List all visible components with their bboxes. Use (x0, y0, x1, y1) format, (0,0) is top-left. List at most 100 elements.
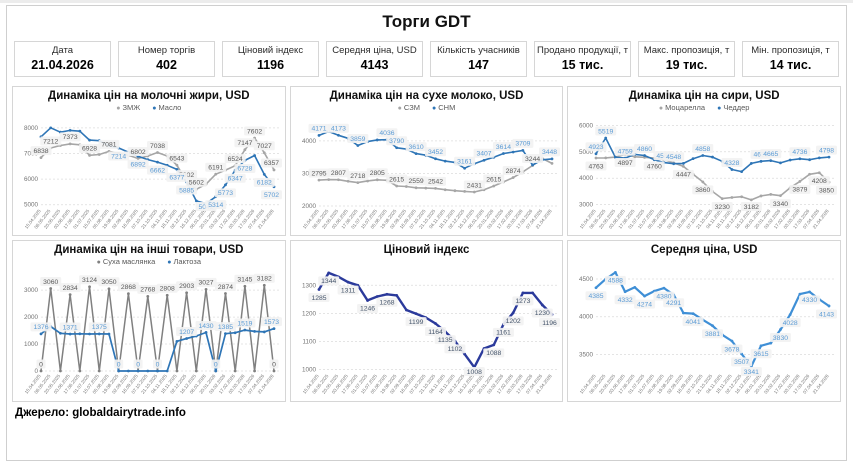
svg-text:5885: 5885 (179, 187, 194, 194)
svg-text:7212: 7212 (43, 138, 58, 145)
svg-text:6802: 6802 (131, 149, 146, 156)
svg-text:4036: 4036 (379, 130, 394, 137)
svg-text:3182: 3182 (744, 204, 759, 211)
legend-label: СЗМ (403, 103, 420, 112)
svg-text:1164: 1164 (428, 329, 443, 336)
chart-title: Динаміка цін на сухе молоко, USD (329, 90, 524, 102)
svg-text:3340: 3340 (773, 201, 788, 208)
svg-text:7027: 7027 (257, 143, 272, 150)
svg-text:4380: 4380 (657, 293, 672, 300)
svg-text:2807: 2807 (331, 170, 346, 177)
svg-text:3145: 3145 (237, 277, 252, 284)
chart-svg: 500060007000800015.04.202506.05.202520.0… (24, 125, 282, 230)
svg-text:4665: 4665 (764, 151, 779, 158)
svg-text:4798: 4798 (819, 147, 834, 154)
svg-text:3860: 3860 (696, 187, 711, 194)
kpi-card: Продано продукції, т 15 тис. (534, 41, 631, 77)
svg-text:3407: 3407 (476, 151, 491, 158)
svg-text:6543: 6543 (169, 155, 184, 162)
svg-text:2615: 2615 (486, 176, 501, 183)
svg-text:5314: 5314 (208, 202, 223, 209)
svg-text:6347: 6347 (228, 176, 243, 183)
kpi-value: 19 тис. (665, 58, 708, 72)
svg-text:2868: 2868 (121, 284, 136, 291)
svg-text:2615: 2615 (389, 176, 404, 183)
svg-text:2834: 2834 (63, 285, 78, 292)
svg-text:2903: 2903 (179, 283, 194, 290)
svg-text:4447: 4447 (676, 172, 691, 179)
kpi-card: Кількість учасників 147 (430, 41, 527, 77)
chart-plot-area: 0 1000 2000 3000 15.04.2025 06.05.2025 20.05.2… (15, 267, 283, 401)
svg-text:1344: 1344 (321, 278, 336, 285)
svg-text:0: 0 (156, 361, 160, 368)
legend-label: Суха маслянка (102, 257, 156, 266)
chart-svg: 010002000300015.04.202506.05.202520.05.2… (24, 273, 282, 395)
svg-text:3859: 3859 (350, 136, 365, 143)
svg-text:4143: 4143 (819, 311, 834, 318)
chart-title: Динаміка цін на молочні жири, USD (48, 90, 250, 102)
svg-text:3879: 3879 (793, 187, 808, 194)
svg-text:2000: 2000 (24, 314, 39, 321)
svg-text:2000: 2000 (302, 203, 317, 210)
svg-text:6182: 6182 (257, 180, 272, 187)
legend-dot-icon: ● (658, 105, 664, 112)
svg-text:1385: 1385 (218, 324, 233, 331)
svg-text:6191: 6191 (208, 164, 223, 171)
legend-dot-icon: ● (152, 105, 157, 112)
legend-item: ● ЗМЖ (116, 103, 140, 112)
chart-panel-price-index: Ціновий індекс 1000 1100 1200 1300 15.04.2025… (289, 240, 564, 402)
chart-title: Середня ціна, USD (650, 244, 758, 256)
legend-dot-icon: ● (397, 105, 402, 112)
svg-text:1102: 1102 (447, 346, 462, 353)
svg-text:4858: 4858 (696, 146, 711, 153)
svg-text:1573: 1573 (264, 319, 279, 326)
svg-text:4860: 4860 (637, 146, 652, 153)
chart-svg: 20003000400015.04.202506.05.202520.05.20… (301, 123, 560, 230)
legend-item: ● СЗМ (398, 103, 420, 112)
kpi-label: Кількість учасників (437, 45, 520, 56)
svg-text:4173: 4173 (331, 126, 346, 133)
svg-text:6524: 6524 (228, 156, 243, 163)
svg-text:1196: 1196 (542, 320, 557, 327)
svg-text:3507: 3507 (734, 359, 749, 366)
svg-text:4330: 4330 (802, 297, 817, 304)
legend-item: ● Лактоза (167, 257, 201, 266)
svg-text:7147: 7147 (237, 140, 252, 147)
svg-text:7081: 7081 (101, 142, 116, 149)
gdt-dashboard: Торги GDT Дата 21.04.2026 Номер торгів 402 Ц… (6, 5, 847, 461)
svg-text:7602: 7602 (247, 128, 262, 135)
legend-item: ● Масло (152, 103, 181, 112)
svg-text:3614: 3614 (496, 144, 511, 151)
kpi-value: 1196 (256, 58, 285, 72)
chart-legend: ● Суха маслянка ● Лактоза (15, 256, 283, 267)
svg-text:1135: 1135 (438, 337, 453, 344)
svg-text:3610: 3610 (408, 144, 423, 151)
chart-svg: 100011001200130015.04.202506.05.202520.0… (301, 271, 560, 395)
kpi-value: 147 (468, 58, 489, 72)
svg-text:0: 0 (136, 361, 140, 368)
svg-text:4736: 4736 (793, 149, 808, 156)
kpi-value: 14 тис. (769, 58, 812, 72)
svg-text:6928: 6928 (82, 146, 97, 153)
svg-text:2874: 2874 (218, 284, 233, 291)
chart-panel-other-goods: Динаміка цін на інші товари, USD ● Суха ма… (12, 240, 286, 402)
svg-text:1246: 1246 (360, 306, 375, 313)
chart-plot-area: 20003000400015.04.202506.05.202520.05.20… (293, 113, 561, 235)
svg-text:1300: 1300 (302, 282, 317, 289)
legend-item: ● Моцарелла (659, 103, 705, 112)
svg-text:5519: 5519 (598, 128, 613, 135)
svg-text:3500: 3500 (579, 351, 594, 358)
svg-text:5602: 5602 (189, 180, 204, 187)
svg-text:1000: 1000 (24, 341, 39, 348)
svg-text:2718: 2718 (350, 173, 365, 180)
svg-text:1371: 1371 (63, 324, 78, 331)
kpi-label: Ціновий індекс (237, 45, 304, 56)
chart-plot-area: 3500 4000 4500 15.04.2025 06.05.2025 20.05.20… (570, 256, 838, 401)
legend-dot-icon: ● (167, 259, 172, 266)
svg-text:7038: 7038 (150, 143, 165, 150)
kpi-card: Ціновий індекс 1196 (222, 41, 319, 77)
svg-text:2808: 2808 (160, 286, 175, 293)
chart-svg: 35004000450015.04.202506.05.202520.05.20… (579, 271, 838, 395)
legend-item: ● Чеддер (717, 103, 749, 112)
kpi-label: Макс. пропозиція, т (643, 45, 730, 56)
